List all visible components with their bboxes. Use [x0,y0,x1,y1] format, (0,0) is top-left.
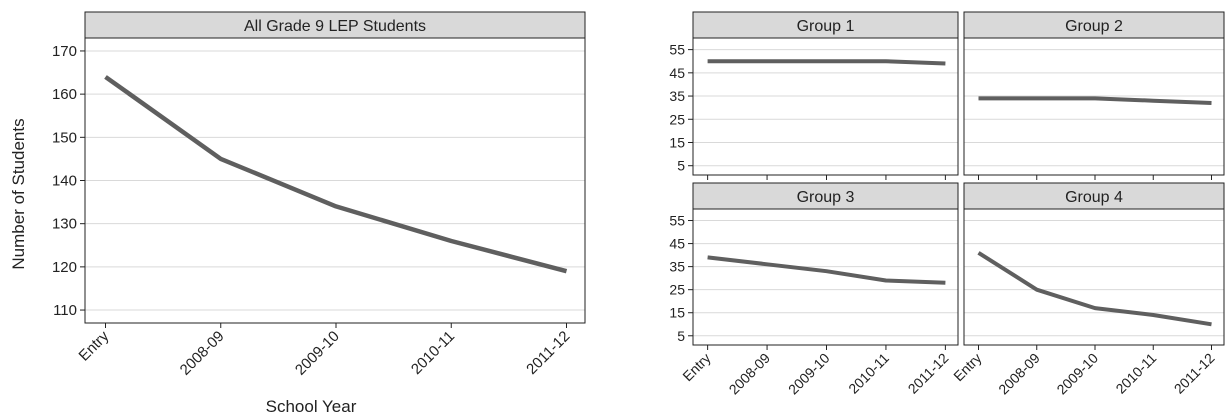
x-tick-label: 2009-10 [292,328,343,379]
y-tick-label: 160 [52,86,77,103]
x-tick-label: 2008-09 [726,350,774,398]
chart-panel: Group 4 Entry 2008-09 2009-10 2010-11 2011-12 [950,182,1225,398]
x-tick-label: 2009-10 [785,350,833,398]
x-tick-label: 2008-09 [995,350,1043,398]
y-tick-label: 130 [52,216,77,233]
plot-frame [963,208,1225,346]
y-axis-title: Number of Students [9,118,28,269]
y-tick-label: 150 [52,129,77,146]
plot-area [693,38,958,175]
plot-frame [692,37,959,176]
plot-area [693,209,958,345]
panel-title: All Grade 9 LEP Students [244,18,426,35]
y-tick-label: 45 [669,65,685,81]
panel-strip [963,182,1225,210]
y-tick-label: 35 [669,259,685,275]
y-tick-label: 170 [52,43,77,60]
plot-area [964,38,1224,175]
chart-panel: All Grade 9 LEP Students 110 120 130 140 150 1… [52,11,586,379]
x-tick-label: Entry [679,350,713,384]
y-tick-label: 120 [52,259,77,276]
panel-strip [963,11,1225,39]
y-tick-label: 55 [669,213,685,229]
plot-area [964,209,1224,345]
chart-panel: Group 3 5 15 25 35 45 55 Entry 2008-09 2009-10 201… [669,182,959,398]
y-tick-label: 110 [53,302,77,319]
x-tick-label: 2010-11 [408,328,458,378]
y-tick-label: 5 [677,328,685,344]
panel-strip [692,182,959,210]
x-tick-label: 2008-09 [177,328,228,379]
x-tick-label: 2011-12 [905,350,952,397]
y-tick-label: 140 [52,173,77,190]
chart-panel: Group 2 [963,11,1225,180]
x-tick-label: 2009-10 [1053,350,1101,398]
y-tick-label: 15 [669,134,685,150]
chart-panel: Group 1 5 15 25 35 45 55 [669,11,959,180]
y-tick-label: 15 [669,305,685,321]
panel-title: Group 4 [1065,189,1123,206]
panel-strip [692,11,959,39]
panel-strip [84,11,586,39]
y-tick-label: 45 [669,236,685,252]
chart-panels: All Grade 9 LEP Students 110 120 130 140 150 1… [52,11,1225,398]
x-tick-label: 2011-12 [523,328,573,378]
x-tick-label: Entry [76,327,113,364]
panel-title: Group 2 [1065,18,1123,35]
plot-frame [692,208,959,346]
series-line [707,59,946,66]
plot-frame [84,37,586,324]
x-tick-label: Entry [950,350,984,384]
panel-title: Group 1 [797,18,855,35]
panel-title: Group 3 [797,189,855,206]
plot-frame [963,37,1225,176]
x-tick-label: 2011-12 [1171,350,1218,397]
y-tick-label: 55 [669,42,685,58]
y-tick-label: 35 [669,88,685,104]
y-tick-label: 25 [669,282,685,298]
y-tick-label: 5 [677,158,685,174]
x-tick-label: 2010-11 [1112,350,1159,397]
x-axis-title: School Year [266,397,357,416]
x-tick-label: 2010-11 [845,350,892,397]
y-tick-label: 25 [669,111,685,127]
